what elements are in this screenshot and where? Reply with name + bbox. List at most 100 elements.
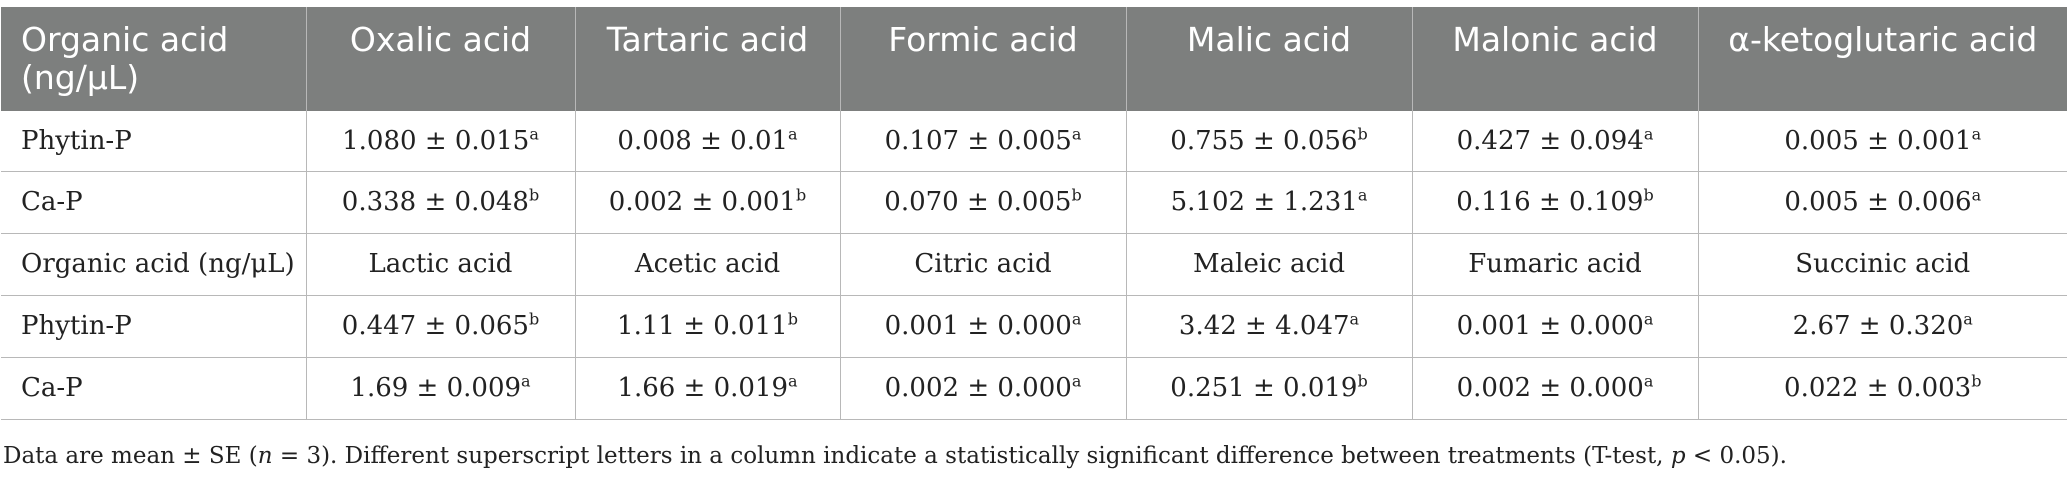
cell-value: 0.002 ± 0.001	[608, 187, 796, 217]
table-cell: Acetic acid	[574, 233, 840, 296]
cell-value: 0.001 ± 0.000	[1456, 311, 1644, 341]
cell-value: Acetic acid	[634, 249, 781, 279]
header-cell: Malonic acid	[1411, 7, 1698, 111]
significance-letter: b	[1357, 371, 1368, 391]
cell-value: 1.11 ± 0.011	[617, 311, 788, 341]
cell-value: 0.022 ± 0.003	[1784, 373, 1972, 403]
cell-value: 0.001 ± 0.000	[884, 311, 1072, 341]
table-cell: 0.107 ± 0.005a	[839, 111, 1126, 172]
table-body: Phytin-P 1.080 ± 0.015a 0.008 ± 0.01a 0.107…	[1, 111, 2067, 420]
footnote-n-symbol: n	[257, 443, 273, 469]
table-cell: 0.070 ± 0.005b	[839, 171, 1126, 234]
table-cell: 0.022 ± 0.003b	[1697, 357, 2067, 420]
cell-value: Fumaric acid	[1468, 249, 1642, 279]
table-cell: 0.338 ± 0.048b	[305, 171, 575, 234]
header-cell: Formic acid	[839, 7, 1126, 111]
cell-value: 0.251 ± 0.019	[1170, 373, 1358, 403]
footnote-text: Data are mean ± SE (	[3, 443, 258, 469]
significance-letter: a	[1071, 309, 1082, 329]
header-cell: Malic acid	[1125, 7, 1412, 111]
cell-value: 1.66 ± 0.019	[617, 373, 789, 403]
table-cell: 0.008 ± 0.01a	[574, 111, 840, 172]
significance-letter: a	[521, 371, 531, 391]
table-cell: 0.005 ± 0.001a	[1697, 111, 2067, 172]
table-cell: 1.69 ± 0.009a	[305, 357, 575, 420]
table-cell: 1.11 ± 0.011b	[574, 295, 840, 358]
significance-letter: b	[1357, 124, 1368, 144]
table-row: Phytin-P 0.447 ± 0.065b 1.11 ± 0.011b 0.001…	[1, 295, 2067, 358]
table-cell: 0.001 ± 0.000a	[839, 295, 1126, 358]
table-cell: 0.251 ± 0.019b	[1125, 357, 1412, 420]
header-cell: Organic acid (ng/μL)	[1, 7, 306, 111]
significance-letter: a	[1357, 185, 1368, 205]
significance-letter: a	[1971, 185, 1982, 205]
table-cell: 0.005 ± 0.006a	[1697, 171, 2067, 234]
cell-value: Maleic acid	[1193, 249, 1345, 279]
significance-letter: b	[787, 309, 798, 329]
header-cell: α-ketoglutaric acid	[1697, 7, 2067, 111]
significance-letter: a	[1971, 124, 1982, 144]
table-cell: 0.002 ± 0.000a	[839, 357, 1126, 420]
cell-value: 3.42 ± 4.047	[1178, 311, 1350, 341]
table-cell: 0.002 ± 0.000a	[1411, 357, 1698, 420]
table-cell: 0.447 ± 0.065b	[305, 295, 575, 358]
footnote-text: < 0.05).	[1685, 443, 1787, 469]
table-header: Organic acid (ng/μL) Oxalic acid Tartari…	[1, 7, 2067, 111]
header-cell: Oxalic acid	[305, 7, 575, 111]
table-row: Phytin-P 1.080 ± 0.015a 0.008 ± 0.01a 0.107…	[1, 111, 2067, 172]
cell-value: 0.002 ± 0.000	[1456, 373, 1644, 403]
table-cell: Fumaric acid	[1411, 233, 1698, 296]
significance-letter: a	[529, 124, 539, 144]
significance-letter: b	[528, 185, 540, 205]
significance-letter: b	[1643, 185, 1654, 205]
table-row: Organic acid (ng/μL) Lactic acid Acetic ac…	[1, 233, 2067, 296]
significance-letter: b	[1071, 185, 1082, 205]
table-cell: 0.002 ± 0.001b	[574, 171, 840, 234]
cell-value: Citric acid	[914, 249, 1052, 279]
cell-value: 0.107 ± 0.005	[884, 125, 1072, 156]
cell-value: 5.102 ± 1.231	[1170, 187, 1358, 217]
table-footnote: Data are mean ± SE (n = 3). Different su…	[3, 443, 1787, 469]
cell-value: 1.69 ± 0.009	[350, 373, 522, 403]
table-row: Ca-P 1.69 ± 0.009a 1.66 ± 0.019a 0.002 ± 0.…	[1, 357, 2067, 420]
cell-value: 0.070 ± 0.005	[884, 187, 1072, 217]
significance-letter: a	[788, 124, 798, 144]
table-cell: 1.66 ± 0.019a	[574, 357, 840, 420]
cell-value: 0.116 ± 0.109	[1456, 187, 1644, 217]
cell-value: 0.338 ± 0.048	[341, 187, 529, 217]
cell-value: Succinic acid	[1795, 249, 1971, 279]
cell-value: 0.005 ± 0.001	[1784, 125, 1972, 156]
significance-letter: b	[795, 185, 807, 205]
table-cell: Lactic acid	[305, 233, 575, 296]
row-label: Organic acid (ng/μL)	[1, 233, 306, 296]
header-cell: Tartaric acid	[574, 7, 840, 111]
cell-value: 0.427 ± 0.094	[1456, 125, 1644, 156]
cell-value: 2.67 ± 0.320	[1792, 311, 1964, 341]
footnote-text: = 3). Different superscript letters in a…	[272, 443, 1671, 469]
significance-letter: a	[1963, 309, 1973, 329]
table-cell: 1.080 ± 0.015a	[305, 111, 575, 172]
cell-value: Lactic acid	[368, 249, 513, 279]
organic-acid-table: Organic acid (ng/μL) Oxalic acid Tartari…	[1, 7, 2067, 420]
row-label: Ca-P	[1, 171, 306, 234]
footnote-p-symbol: p	[1670, 443, 1686, 469]
significance-letter: a	[1643, 124, 1654, 144]
table-cell: Citric acid	[839, 233, 1126, 296]
header-row: Organic acid (ng/μL) Oxalic acid Tartari…	[1, 7, 2067, 111]
table-cell: 5.102 ± 1.231a	[1125, 171, 1412, 234]
cell-value: 0.002 ± 0.000	[884, 373, 1072, 403]
row-label: Phytin-P	[1, 295, 306, 358]
table-cell: 0.116 ± 0.109b	[1411, 171, 1698, 234]
table-cell: 0.001 ± 0.000a	[1411, 295, 1698, 358]
cell-value: 0.008 ± 0.01	[617, 125, 789, 156]
cell-value: 0.005 ± 0.006	[1784, 187, 1972, 217]
table-container: Organic acid (ng/μL) Oxalic acid Tartari…	[1, 7, 2067, 420]
cell-value: 0.447 ± 0.065	[341, 311, 529, 341]
significance-letter: a	[1071, 371, 1082, 391]
significance-letter: a	[1643, 309, 1654, 329]
table-row: Ca-P 0.338 ± 0.048b 0.002 ± 0.001b 0.070 ± …	[1, 171, 2067, 234]
table-cell: 0.427 ± 0.094a	[1411, 111, 1698, 172]
table-cell: 3.42 ± 4.047a	[1125, 295, 1412, 358]
row-label: Ca-P	[1, 357, 306, 420]
cell-value: 1.080 ± 0.015	[342, 125, 530, 156]
